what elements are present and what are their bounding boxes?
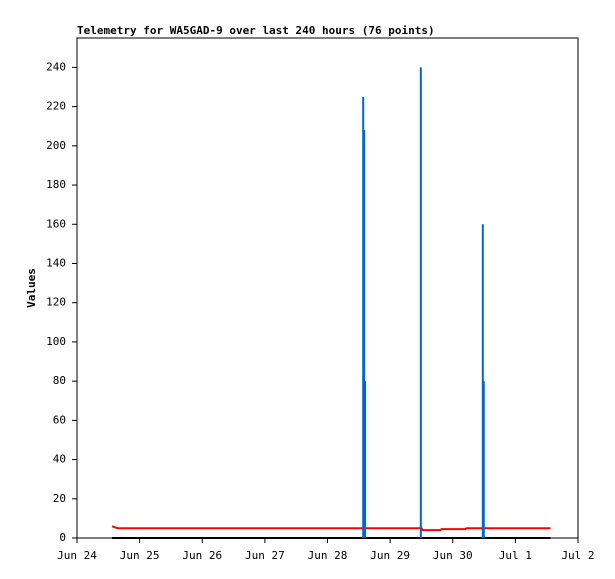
x-tick-label: Jun 25 <box>120 549 160 562</box>
chart-title: Telemetry for WA5GAD-9 over last 240 hou… <box>77 24 435 37</box>
y-tick-label: 160 <box>46 217 66 230</box>
x-tick-label: Jul 2 <box>561 549 594 562</box>
x-tick-label: Jul 1 <box>499 549 532 562</box>
y-tick-label: 200 <box>46 139 66 152</box>
y-tick-label: 60 <box>53 413 66 426</box>
plot-frame <box>76 37 579 539</box>
x-tick-label: Jun 29 <box>370 549 410 562</box>
x-tick-label: Jun 28 <box>308 549 348 562</box>
x-tick-label: Jun 26 <box>182 549 222 562</box>
x-tick-label: Jun 27 <box>245 549 285 562</box>
y-tick-label: 40 <box>53 453 66 466</box>
data-line <box>111 525 551 532</box>
y-tick-label: 180 <box>46 178 66 191</box>
y-tick-label: 120 <box>46 296 66 309</box>
y-tick-label: 220 <box>46 100 66 113</box>
y-tick-label: 140 <box>46 256 66 269</box>
y-tick-label: 80 <box>53 374 66 387</box>
y-tick-label: 240 <box>46 60 66 73</box>
x-tick-label: Jun 30 <box>433 549 473 562</box>
y-tick-label: 100 <box>46 335 66 348</box>
y-tick-label: 20 <box>53 492 66 505</box>
y-axis-label: Values <box>25 268 38 308</box>
y-tick-label: 0 <box>59 531 66 544</box>
x-tick-label: Jun 24 <box>57 549 97 562</box>
